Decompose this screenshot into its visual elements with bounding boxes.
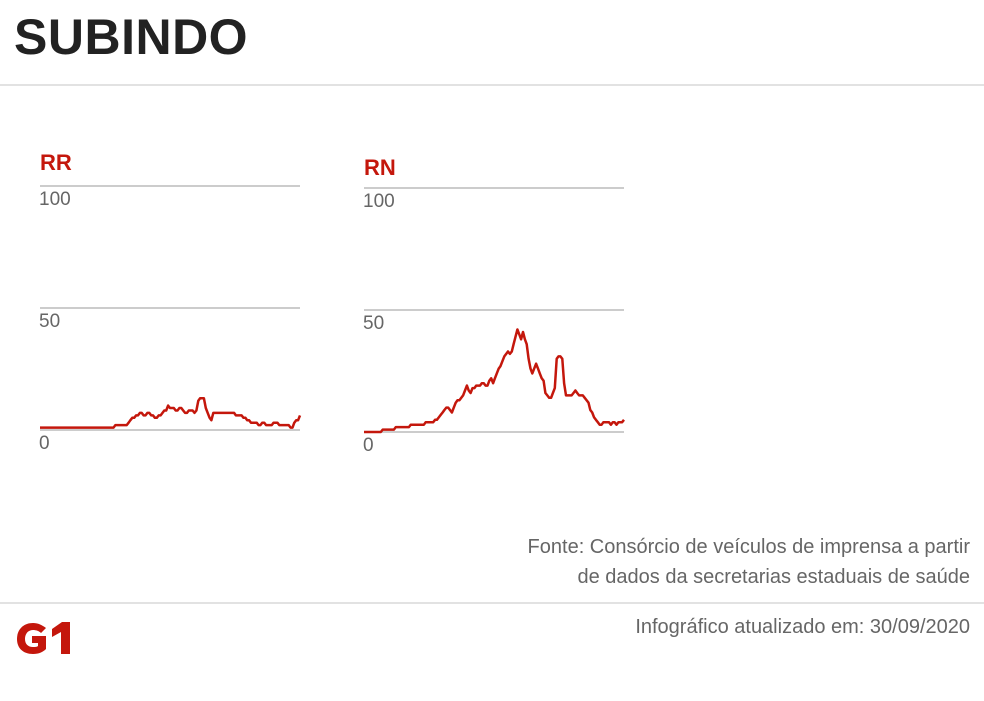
source-line-1: Fonte: Consórcio de veículos de imprensa… <box>527 536 970 558</box>
chart-title-rr: RR <box>40 150 72 175</box>
header-divider <box>0 84 984 86</box>
chart-rr: 0 50 100 <box>39 185 302 454</box>
y-tick-label-100: 100 <box>39 189 71 210</box>
g1-logo <box>14 619 76 662</box>
series-line-rn <box>364 328 625 434</box>
source-line-2: de dados da secretarias estaduais de saú… <box>577 566 971 588</box>
y-tick-label-50: 50 <box>39 311 60 332</box>
y-tick-label-0: 0 <box>39 433 50 454</box>
updated-date: Infográfico atualizado em: 30/09/2020 <box>635 616 970 638</box>
y-tick-label-100: 100 <box>363 191 395 212</box>
page-title: SUBINDO <box>14 9 249 65</box>
y-tick-label-50: 50 <box>363 313 384 334</box>
chart-title-rn: RN <box>364 155 396 180</box>
source-note: Fonte: Consórcio de veículos de imprensa… <box>528 532 970 592</box>
footer-divider <box>0 602 984 604</box>
y-tick-label-0: 0 <box>363 435 374 456</box>
g1-logo-icon <box>17 622 70 654</box>
series-line-rr <box>40 397 302 429</box>
chart-rn: 0 50 100 <box>363 187 625 456</box>
